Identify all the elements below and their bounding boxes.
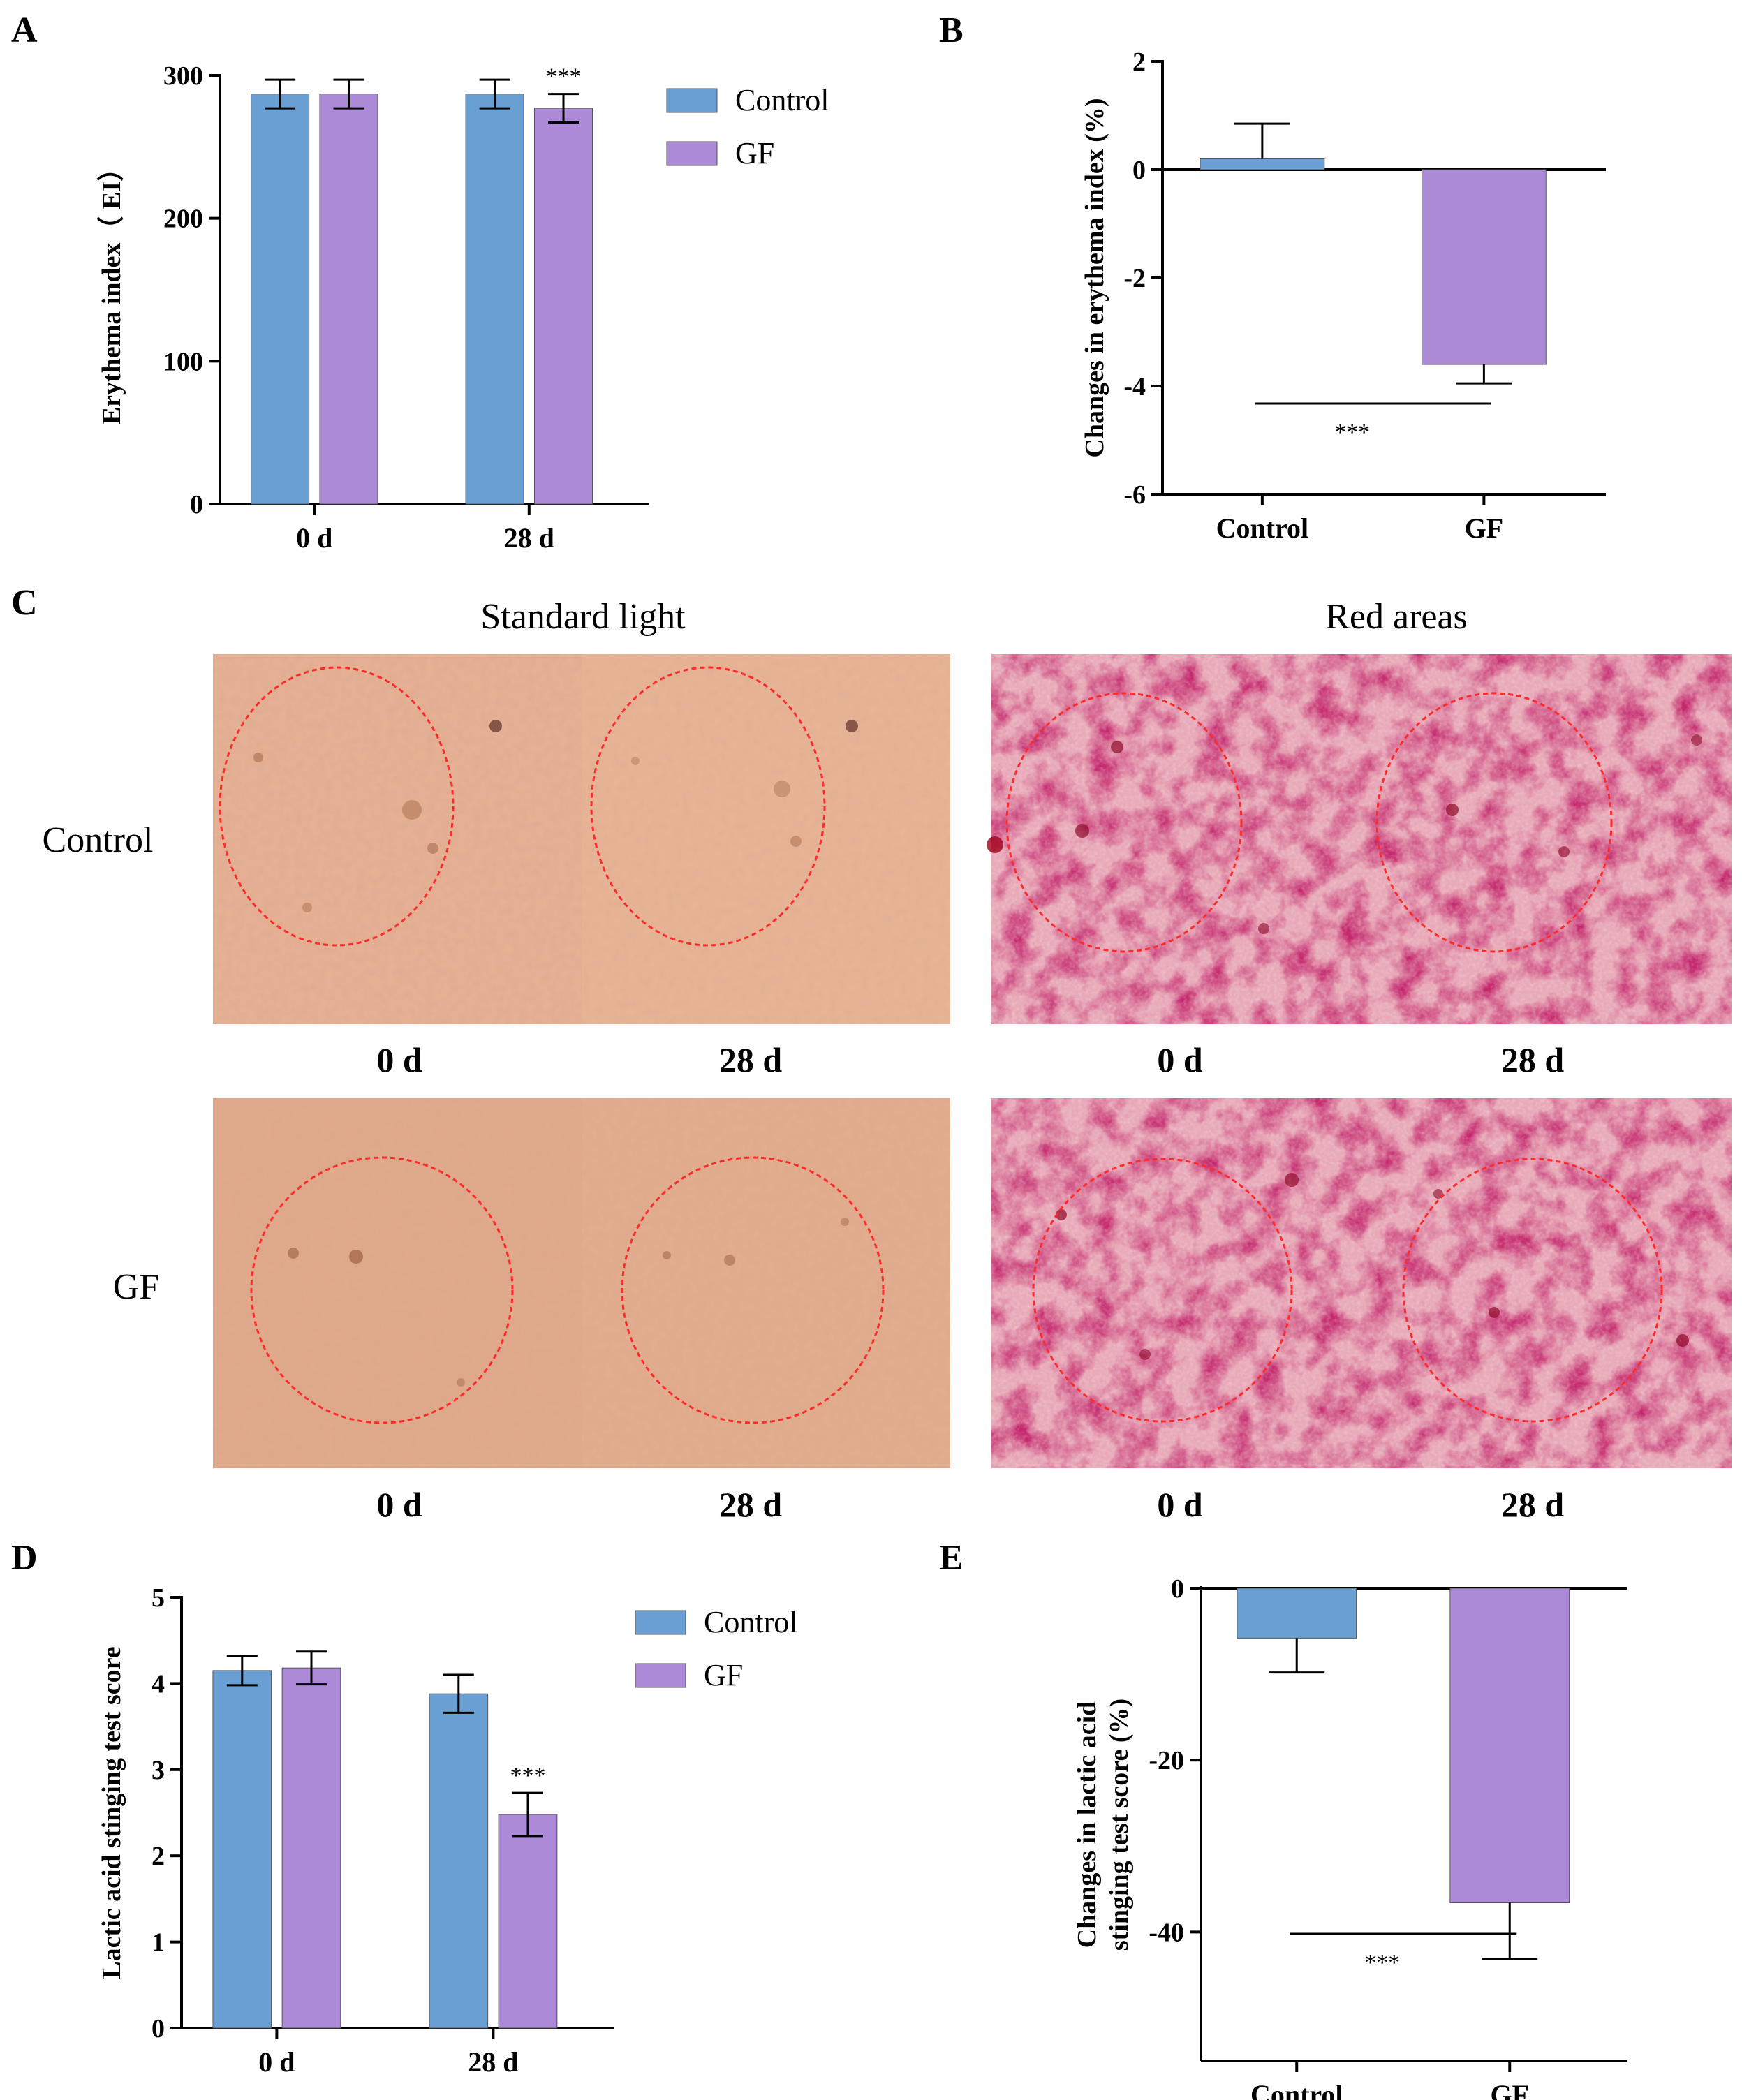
x-tick-label: GF bbox=[1490, 2079, 1529, 2100]
image-gf-standard-0d bbox=[213, 1098, 582, 1468]
y-tick-label: 5 bbox=[152, 1583, 165, 1613]
row-label-control: Control bbox=[43, 820, 154, 860]
legend-label: Control bbox=[704, 1605, 797, 1639]
chart-a-erythema-index: Erythema index（ EI） 0 100 200 300 0 d 28 d *** C… bbox=[97, 61, 829, 554]
x-tick-label: 0 d bbox=[296, 522, 332, 554]
y-tick-label: 0 bbox=[1132, 156, 1146, 185]
col-header-standard-light: Standard light bbox=[480, 597, 686, 637]
x-tick-label: 28 d bbox=[468, 2046, 518, 2078]
y-axis-title-line1: Changes in lactic acid bbox=[1072, 1701, 1102, 1949]
image-label-0d: 0 d bbox=[1157, 1485, 1203, 1524]
row-label-gf: GF bbox=[113, 1267, 159, 1307]
y-tick-label: 2 bbox=[152, 1842, 165, 1871]
x-tick-label: Control bbox=[1216, 512, 1309, 544]
y-tick-label: 1 bbox=[152, 1928, 165, 1958]
legend-label: Control bbox=[735, 83, 829, 117]
x-tick-label: 28 d bbox=[504, 522, 554, 554]
image-control-standard-28d bbox=[582, 654, 950, 1024]
panel-letter-b: B bbox=[939, 10, 964, 50]
bar-gf bbox=[1449, 1588, 1570, 1904]
y-tick-label: -6 bbox=[1123, 480, 1146, 510]
y-tick-label: 100 bbox=[163, 347, 203, 376]
panel-letter-c: C bbox=[11, 583, 38, 623]
legend-label: GF bbox=[704, 1658, 743, 1692]
image-label-28d: 28 d bbox=[1501, 1485, 1565, 1524]
legend-swatch-control bbox=[635, 1610, 686, 1635]
y-axis-title: Erythema index（ EI） bbox=[97, 155, 126, 424]
chart-e-stinging-change: Changes in lactic acid stinging test scor… bbox=[1072, 1574, 1627, 2100]
image-label-28d: 28 d bbox=[1501, 1040, 1565, 1079]
y-tick-label: 200 bbox=[163, 205, 203, 234]
bar-gf bbox=[498, 1814, 558, 2029]
significance-marker: *** bbox=[1334, 420, 1370, 445]
image-label-0d: 0 d bbox=[376, 1485, 422, 1524]
image-label-0d: 0 d bbox=[1157, 1040, 1203, 1079]
y-tick-label: 0 bbox=[152, 2014, 165, 2043]
x-tick-label: 0 d bbox=[258, 2046, 295, 2078]
significance-marker: *** bbox=[510, 1763, 546, 1789]
panel-c-skin-images: Standard light Red areas Control GF bbox=[43, 597, 1732, 1524]
bar-control bbox=[1237, 1588, 1357, 1639]
y-tick-label: -4 bbox=[1123, 372, 1146, 401]
roi-circle bbox=[250, 1156, 514, 1424]
image-gf-red-0d bbox=[991, 1098, 1361, 1468]
y-tick-label: 0 bbox=[1171, 1574, 1184, 1604]
panel-letter-d: D bbox=[11, 1538, 38, 1578]
y-axis-title: Changes in erythema index (%) bbox=[1080, 98, 1109, 457]
bar-control bbox=[1200, 158, 1325, 170]
legend-swatch-gf bbox=[635, 1663, 686, 1688]
y-tick-label: -40 bbox=[1149, 1918, 1184, 1947]
x-tick-label: Control bbox=[1250, 2079, 1343, 2100]
roi-circle bbox=[590, 666, 826, 947]
y-axis-title-line2: stinging test score (%) bbox=[1105, 1699, 1134, 1951]
significance-marker: *** bbox=[546, 64, 582, 90]
col-header-red-areas: Red areas bbox=[1325, 597, 1468, 637]
chart-b-erythema-change: Changes in erythema index (%) 2 0 -2 -4 -6 Con… bbox=[1080, 47, 1606, 544]
y-tick-label: 3 bbox=[152, 1756, 165, 1785]
image-control-red-0d bbox=[987, 654, 1361, 1024]
bar-control bbox=[212, 1670, 272, 2029]
y-tick-label: 2 bbox=[1132, 47, 1146, 77]
x-tick-label: GF bbox=[1465, 512, 1504, 544]
significance-marker: *** bbox=[1364, 1950, 1400, 1976]
roi-circle bbox=[1005, 692, 1243, 953]
y-tick-label: -2 bbox=[1123, 264, 1146, 293]
bar-gf bbox=[1421, 169, 1547, 365]
bar-gf bbox=[281, 1667, 341, 2029]
roi-circle bbox=[621, 1156, 885, 1424]
bar-control bbox=[251, 94, 310, 505]
y-tick-label: -20 bbox=[1149, 1746, 1184, 1775]
roi-circle bbox=[1375, 692, 1613, 953]
image-label-28d: 28 d bbox=[719, 1485, 783, 1524]
image-control-standard-0d bbox=[213, 654, 582, 1024]
chart-d-stinging-score: Lactic acid stinging test score 0 1 2 3 4 5 0 d… bbox=[97, 1583, 797, 2078]
image-label-0d: 0 d bbox=[376, 1040, 422, 1079]
image-gf-red-28d bbox=[1361, 1098, 1732, 1468]
image-gf-standard-28d bbox=[582, 1098, 950, 1468]
legend-swatch-control bbox=[666, 88, 718, 113]
legend-label: GF bbox=[735, 136, 774, 170]
roi-circle bbox=[1032, 1158, 1293, 1423]
roi-circle bbox=[219, 666, 455, 947]
bar-gf bbox=[533, 108, 593, 505]
panel-letter-a: A bbox=[11, 10, 38, 50]
y-tick-label: 300 bbox=[163, 61, 203, 91]
roi-circle bbox=[1402, 1158, 1663, 1423]
panel-letter-e: E bbox=[939, 1538, 964, 1578]
y-axis-title: Lactic acid stinging test score bbox=[97, 1646, 126, 1979]
y-tick-label: 4 bbox=[152, 1669, 165, 1699]
bar-control bbox=[429, 1693, 489, 2029]
legend-swatch-gf bbox=[666, 141, 718, 166]
bar-control bbox=[465, 94, 524, 505]
image-control-red-28d bbox=[1361, 654, 1732, 1024]
image-label-28d: 28 d bbox=[719, 1040, 783, 1079]
y-tick-label: 0 bbox=[190, 490, 203, 519]
bar-gf bbox=[319, 94, 378, 505]
